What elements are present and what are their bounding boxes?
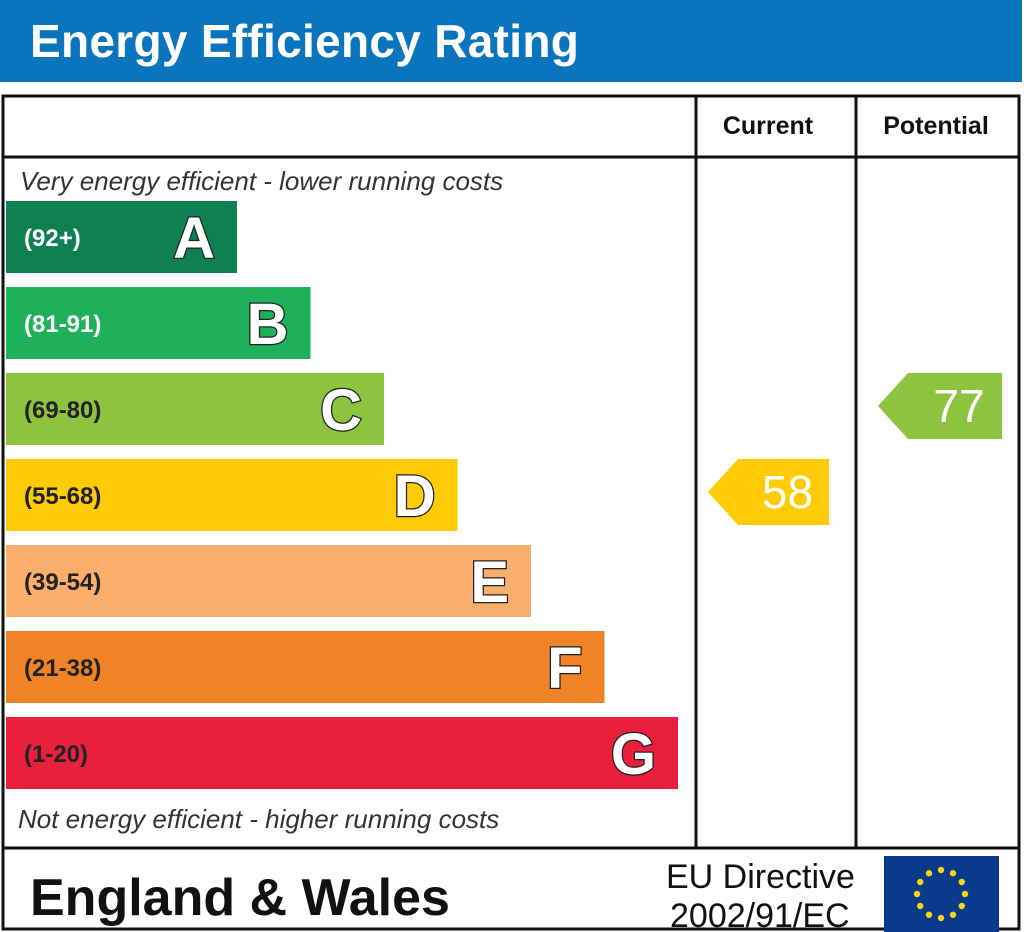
band-e-letter: E	[470, 550, 509, 615]
band-f-range: (21-38)	[24, 655, 101, 682]
eu-star-icon	[913, 890, 921, 898]
title-bar: Energy Efficiency Rating	[0, 0, 1022, 82]
eu-star-icon	[937, 914, 945, 922]
band-d-bar	[6, 459, 458, 531]
header-current: Current	[723, 112, 814, 140]
band-f-bar	[6, 631, 605, 703]
bottom-note: Not energy efficient - higher running co…	[18, 804, 499, 834]
header-potential: Potential	[883, 112, 989, 140]
directive-line2: 2002/91/EC	[670, 897, 850, 932]
band-c-letter: C	[320, 378, 362, 443]
band-g-bar	[6, 717, 678, 789]
band-d-range: (55-68)	[24, 483, 101, 510]
potential-rating-arrow	[878, 373, 1002, 439]
top-note: Very energy efficient - lower running co…	[20, 166, 503, 196]
current-rating-arrow	[708, 459, 829, 525]
band-b-bar	[6, 287, 311, 359]
eu-star-icon	[961, 890, 969, 898]
band-b-range: (81-91)	[24, 311, 101, 338]
footer-region: England & Wales	[30, 869, 450, 927]
rating-arrows: 58 77	[708, 373, 1002, 525]
eu-star-icon	[949, 911, 957, 918]
potential-rating-value: 77	[933, 380, 984, 432]
band-e-bar	[6, 545, 531, 617]
band-c-bar	[6, 373, 384, 445]
band-a-letter: A	[173, 206, 215, 271]
band-d-letter: D	[394, 464, 436, 529]
eu-star-icon	[937, 866, 945, 874]
eu-star-icon	[958, 878, 965, 886]
chart-title: Energy Efficiency Rating	[30, 15, 580, 67]
eu-star-icon	[917, 902, 924, 910]
eu-star-icon	[917, 878, 924, 886]
band-f-letter: F	[547, 636, 582, 701]
band-e-range: (39-54)	[24, 569, 101, 596]
chart-frame	[1, 94, 1021, 931]
eu-flag-icon	[884, 856, 999, 932]
band-a-bar	[6, 201, 237, 273]
band-g-letter: G	[611, 722, 656, 787]
eu-star-icon	[949, 870, 957, 877]
rating-bands: (92+) A (81-91) B (69-80) C (55-68) D (39-54) E (2…	[6, 201, 678, 789]
eu-star-icon	[925, 870, 933, 877]
current-rating-value: 58	[762, 466, 813, 518]
band-g-range: (1-20)	[24, 741, 88, 768]
eu-star-icon	[958, 902, 965, 910]
band-c-range: (69-80)	[24, 397, 101, 424]
band-b-letter: B	[247, 292, 289, 357]
directive-line1: EU Directive	[666, 858, 855, 896]
band-a-range: (92+)	[24, 225, 81, 252]
eu-star-icon	[925, 911, 933, 918]
